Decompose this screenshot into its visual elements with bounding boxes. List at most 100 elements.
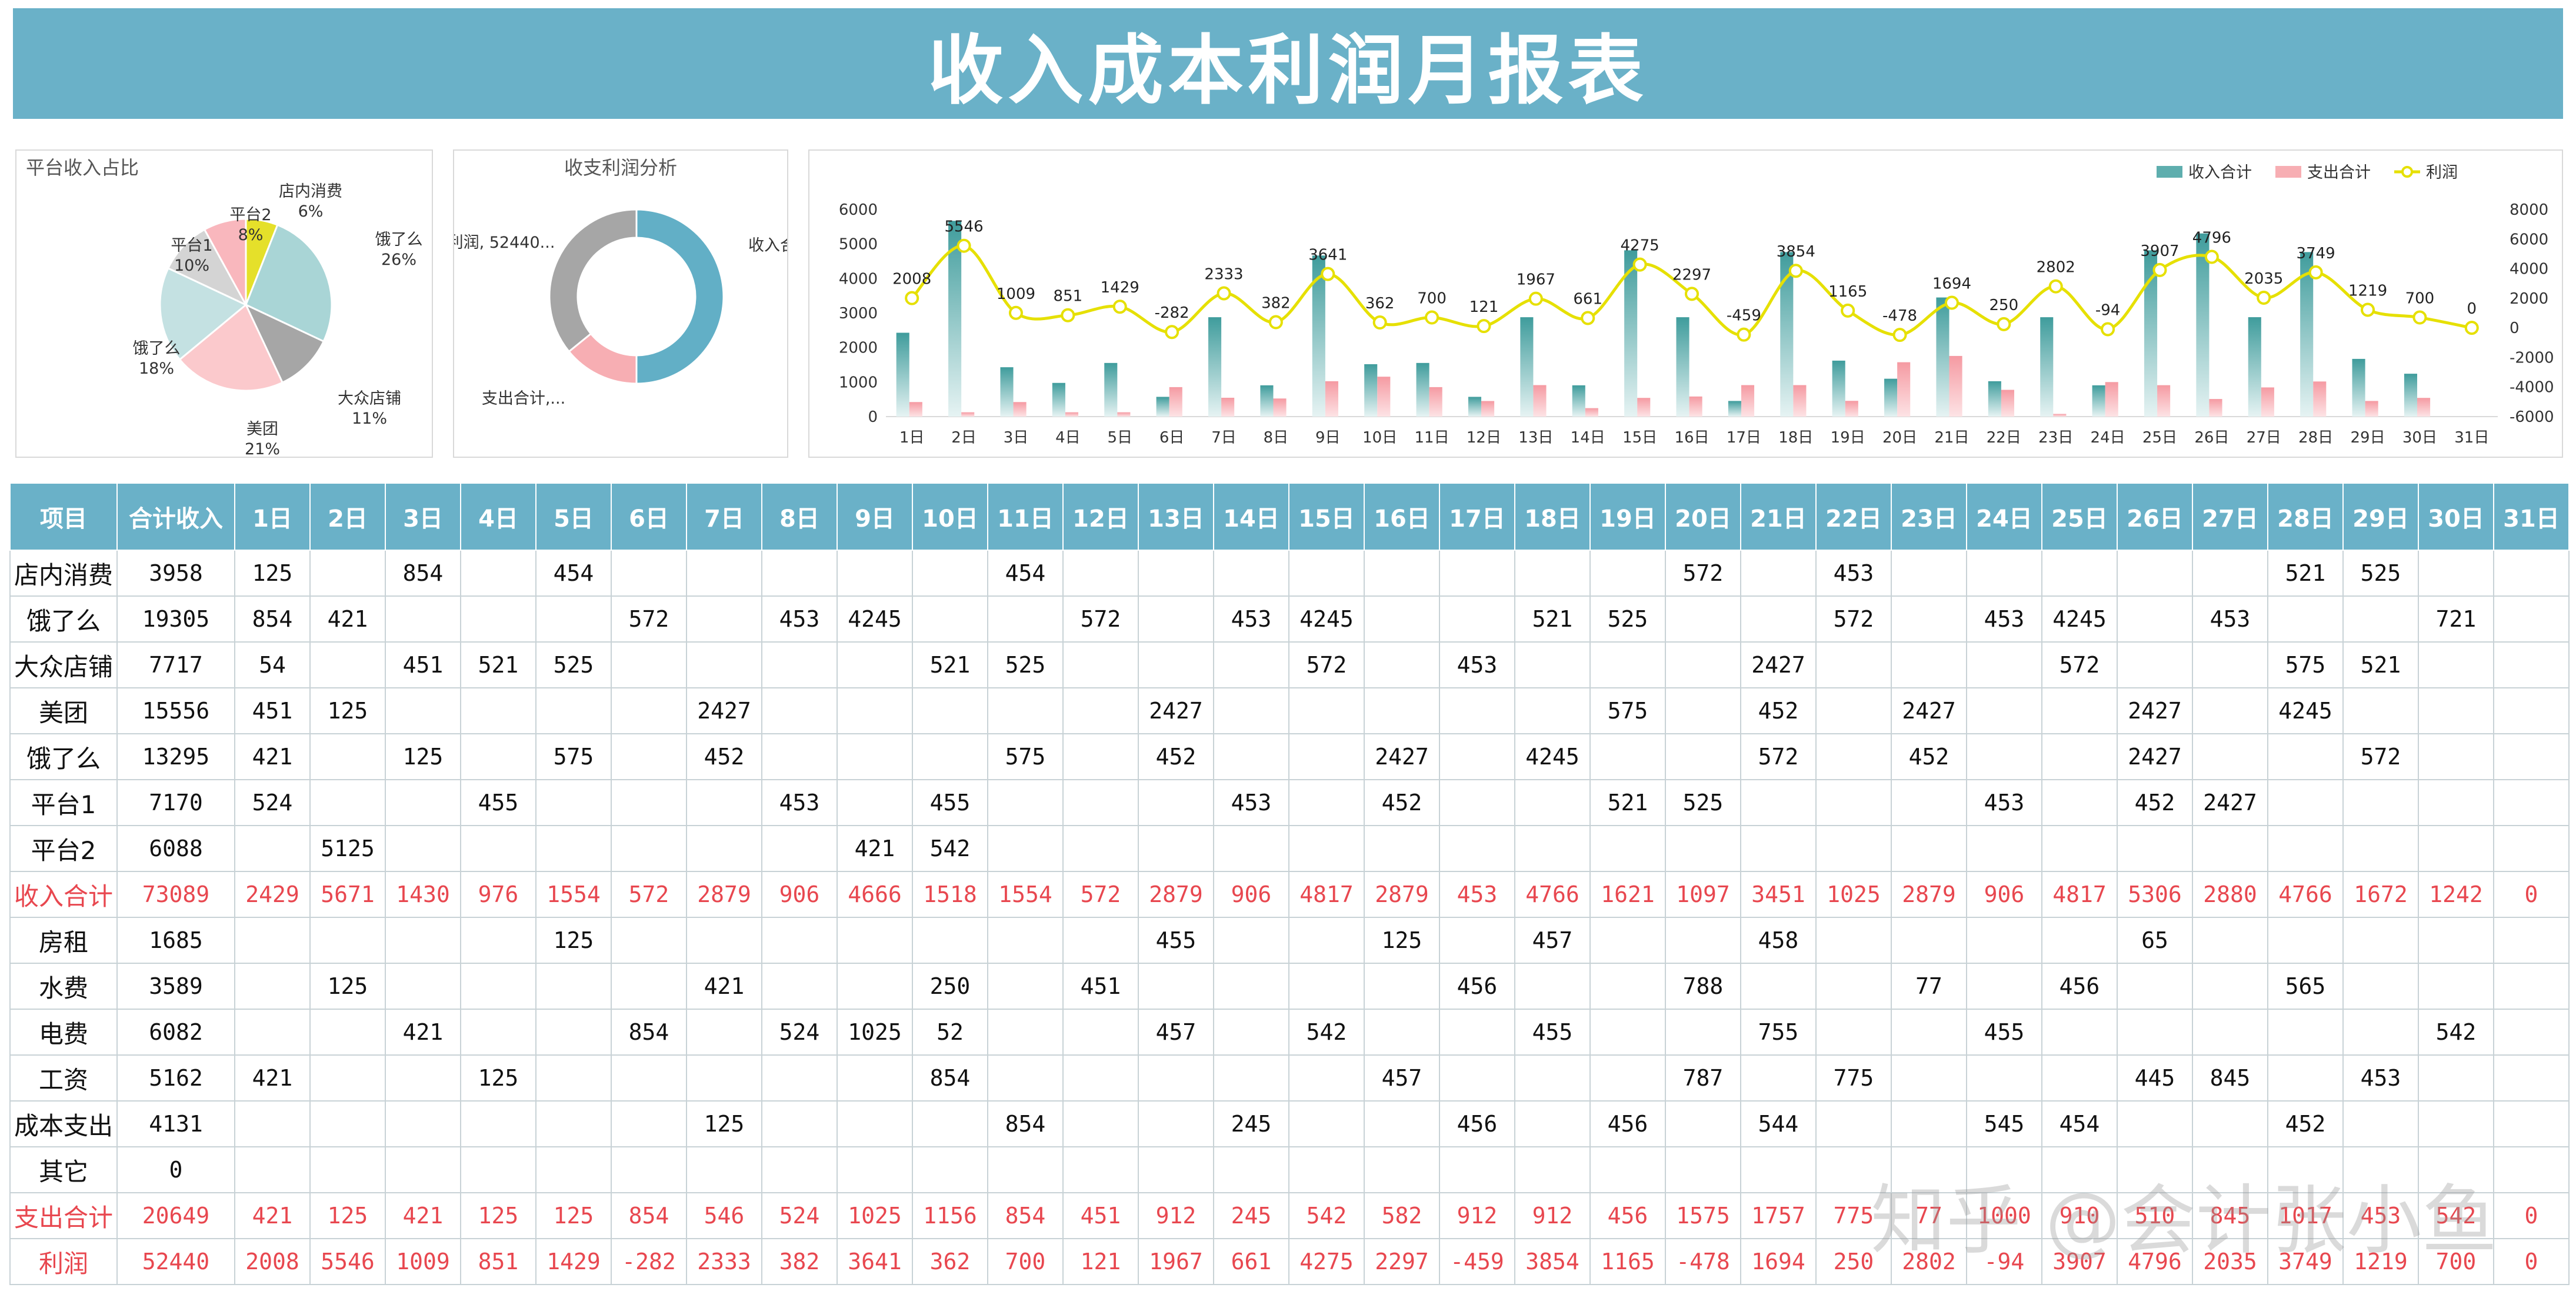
day-value-cell[interactable] [1966,917,2042,964]
day-value-cell[interactable]: 4817 [2041,871,2118,918]
day-value-cell[interactable]: 455 [1966,1009,2042,1056]
day-value-cell[interactable] [1891,1100,1967,1147]
day-value-cell[interactable] [1213,641,1289,688]
day-value-cell[interactable] [1364,1146,1440,1193]
day-value-cell[interactable] [1665,733,1741,780]
day-value-cell[interactable]: 1554 [987,871,1064,918]
day-value-cell[interactable]: 854 [611,1192,687,1239]
day-value-cell[interactable] [1062,687,1139,734]
day-value-cell[interactable] [460,687,536,734]
day-value-cell[interactable]: 1621 [1589,871,1666,918]
day-value-cell[interactable] [611,550,687,597]
day-value-cell[interactable] [611,779,687,826]
day-value-cell[interactable] [1589,733,1666,780]
day-value-cell[interactable] [1891,825,1967,872]
day-value-cell[interactable]: 0 [2493,1192,2570,1239]
day-value-cell[interactable]: 456 [1589,1100,1666,1147]
day-value-cell[interactable] [1364,825,1440,872]
day-value-cell[interactable]: 525 [535,641,612,688]
day-value-cell[interactable] [460,550,536,597]
row-total-cell[interactable]: 73089 [116,871,235,918]
day-value-cell[interactable] [1439,550,1515,597]
day-value-cell[interactable] [1062,1146,1139,1193]
day-value-cell[interactable] [1891,779,1967,826]
day-value-cell[interactable] [2267,1054,2344,1102]
day-value-cell[interactable] [1665,917,1741,964]
day-value-cell[interactable] [1815,963,1892,1010]
day-value-cell[interactable]: 575 [535,733,612,780]
day-value-cell[interactable]: 453 [1439,641,1515,688]
day-value-cell[interactable] [535,779,612,826]
day-value-cell[interactable] [385,779,461,826]
day-value-cell[interactable] [1514,825,1591,872]
day-value-cell[interactable]: 575 [1589,687,1666,734]
day-value-cell[interactable] [1138,595,1214,643]
day-value-cell[interactable] [1439,1054,1515,1102]
day-value-cell[interactable] [2342,1146,2419,1193]
day-value-cell[interactable] [1665,1100,1741,1147]
day-value-cell[interactable]: 2008 [234,1238,311,1285]
day-value-cell[interactable] [1213,1009,1289,1056]
day-value-cell[interactable]: 2427 [2117,687,2193,734]
day-value-cell[interactable]: 3749 [2267,1238,2344,1285]
day-value-cell[interactable] [309,1146,386,1193]
row-total-cell[interactable]: 1685 [116,917,235,964]
day-value-cell[interactable]: 65 [2117,917,2193,964]
day-value-cell[interactable]: 2427 [686,687,762,734]
day-value-cell[interactable] [2267,779,2344,826]
day-value-cell[interactable] [385,687,461,734]
day-value-cell[interactable] [686,641,762,688]
day-value-cell[interactable] [987,595,1064,643]
day-value-cell[interactable] [2342,1100,2419,1147]
day-value-cell[interactable] [2041,825,2118,872]
day-value-cell[interactable] [535,963,612,1010]
day-value-cell[interactable] [2342,963,2419,1010]
day-value-cell[interactable]: 456 [1589,1192,1666,1239]
day-value-cell[interactable]: 525 [2342,550,2419,597]
day-value-cell[interactable] [2267,595,2344,643]
day-value-cell[interactable] [2041,917,2118,964]
day-value-cell[interactable]: 910 [2041,1192,2118,1239]
day-value-cell[interactable] [1288,917,1365,964]
day-value-cell[interactable] [309,550,386,597]
day-value-cell[interactable]: 452 [2267,1100,2344,1147]
day-value-cell[interactable]: 854 [611,1009,687,1056]
day-value-cell[interactable]: 457 [1364,1054,1440,1102]
day-value-cell[interactable]: 565 [2267,963,2344,1010]
day-value-cell[interactable] [1138,641,1214,688]
day-value-cell[interactable]: 854 [987,1100,1064,1147]
day-value-cell[interactable] [460,595,536,643]
day-value-cell[interactable] [987,1009,1064,1056]
day-value-cell[interactable] [837,917,913,964]
day-value-cell[interactable] [2493,917,2570,964]
day-value-cell[interactable]: -282 [611,1238,687,1285]
day-value-cell[interactable] [2418,687,2494,734]
day-value-cell[interactable] [686,1009,762,1056]
day-value-cell[interactable]: 854 [987,1192,1064,1239]
day-value-cell[interactable] [1364,550,1440,597]
day-value-cell[interactable] [234,1009,311,1056]
day-value-cell[interactable] [1288,550,1365,597]
day-value-cell[interactable] [1589,1054,1666,1102]
day-value-cell[interactable] [2117,963,2193,1010]
day-value-cell[interactable]: 542 [2418,1192,2494,1239]
day-value-cell[interactable]: 5125 [309,825,386,872]
row-total-cell[interactable]: 6088 [116,825,235,872]
day-value-cell[interactable] [837,1100,913,1147]
day-value-cell[interactable] [535,1054,612,1102]
day-value-cell[interactable]: 4666 [837,871,913,918]
day-value-cell[interactable]: 582 [1364,1192,1440,1239]
day-value-cell[interactable] [2493,963,2570,1010]
day-value-cell[interactable] [1514,1054,1591,1102]
day-value-cell[interactable] [234,1100,311,1147]
day-value-cell[interactable] [1062,733,1139,780]
day-value-cell[interactable]: 787 [1665,1054,1741,1102]
day-value-cell[interactable] [1589,917,1666,964]
day-value-cell[interactable]: 912 [1138,1192,1214,1239]
day-value-cell[interactable]: 2035 [2192,1238,2268,1285]
day-value-cell[interactable] [2267,1009,2344,1056]
day-value-cell[interactable]: 452 [686,733,762,780]
day-value-cell[interactable]: 451 [1062,1192,1139,1239]
day-value-cell[interactable] [686,825,762,872]
day-value-cell[interactable]: 2427 [1740,641,1817,688]
